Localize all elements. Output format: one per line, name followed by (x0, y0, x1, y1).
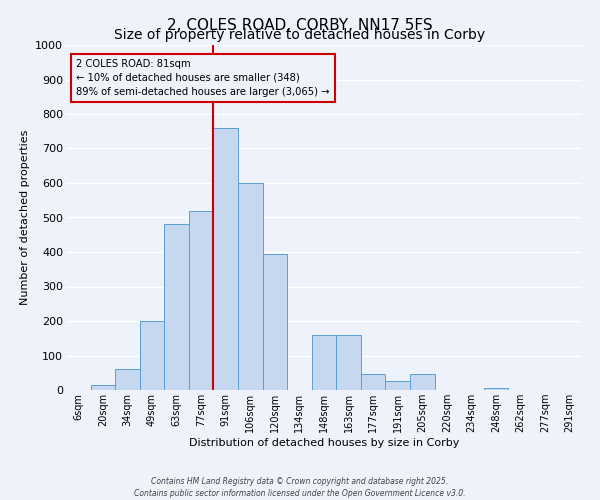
Bar (214, 128, 238, 390)
Bar (484, 388, 508, 390)
Y-axis label: Number of detached properties: Number of detached properties (20, 130, 29, 305)
Bar (263, 254, 287, 390)
Text: 2 COLES ROAD: 81sqm
← 10% of detached houses are smaller (348)
89% of semi-detac: 2 COLES ROAD: 81sqm ← 10% of detached ho… (76, 59, 330, 97)
Bar (312, 335, 336, 390)
Text: Size of property relative to detached houses in Corby: Size of property relative to detached ho… (115, 28, 485, 42)
Bar (189, 210, 214, 390)
Text: 2, COLES ROAD, CORBY, NN17 5FS: 2, COLES ROAD, CORBY, NN17 5FS (167, 18, 433, 32)
Bar (410, 374, 434, 390)
Bar (91, 385, 115, 390)
X-axis label: Distribution of detached houses by size in Corby: Distribution of detached houses by size … (189, 438, 459, 448)
Bar (361, 374, 385, 390)
Bar (238, 183, 263, 390)
Bar (115, 370, 140, 390)
Bar (336, 335, 361, 390)
Bar (164, 224, 189, 390)
Bar (140, 321, 164, 390)
Bar (385, 382, 410, 390)
Text: Contains HM Land Registry data © Crown copyright and database right 2025.
Contai: Contains HM Land Registry data © Crown c… (134, 476, 466, 498)
